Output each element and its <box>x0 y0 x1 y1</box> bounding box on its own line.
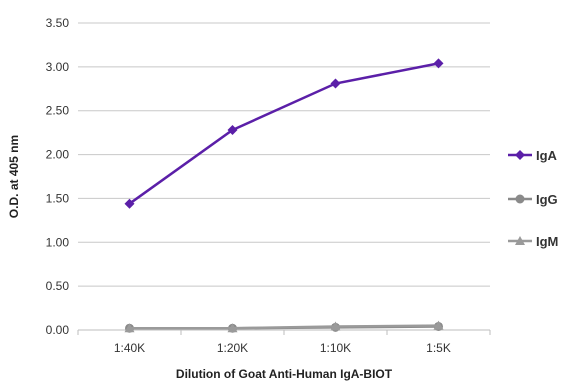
legend-marker <box>515 194 525 204</box>
y-axis-ticks: 0.00 0.50 1.00 1.50 2.00 2.50 3.00 3.50 <box>46 16 70 337</box>
x-tick-label: 1:20K <box>217 341 248 355</box>
legend: IgA IgG IgM <box>508 148 558 249</box>
data-point-iga <box>330 78 341 89</box>
data-point-igm <box>124 323 135 333</box>
y-axis-title: O.D. at 405 nm <box>7 135 21 218</box>
x-tick-label: 1:5K <box>426 341 451 355</box>
data-point-igm <box>227 323 238 333</box>
x-tick-label: 1:40K <box>114 341 145 355</box>
y-tick-label: 1.50 <box>46 191 70 205</box>
y-tick-label: 3.50 <box>46 16 70 30</box>
data-point-iga <box>227 125 238 136</box>
gridlines <box>78 22 490 287</box>
y-tick-label: 1.00 <box>46 235 70 249</box>
legend-marker <box>515 236 525 245</box>
legend-marker <box>515 150 525 160</box>
y-tick-label: 0.50 <box>46 279 70 293</box>
y-tick-label: 3.00 <box>46 60 70 74</box>
data-point-igm <box>433 320 444 330</box>
data-point-iga <box>433 58 444 69</box>
series-group <box>124 58 444 333</box>
data-point-igm <box>330 321 341 331</box>
series-igm <box>124 320 444 333</box>
y-tick-label: 0.00 <box>46 323 70 337</box>
series-line-igm <box>129 324 439 330</box>
y-tick-label: 2.00 <box>46 148 70 162</box>
x-axis-ticks: 1:40K 1:20K 1:10K 1:5K <box>77 330 491 355</box>
series-iga <box>124 58 444 209</box>
legend-label: IgG <box>536 192 558 207</box>
x-axis-title: Dilution of Goat Anti-Human IgA-BIOT <box>176 367 393 381</box>
y-tick-label: 2.50 <box>46 104 70 118</box>
x-tick-label: 1:10K <box>320 341 351 355</box>
series-line-iga <box>128 62 439 205</box>
legend-label: IgA <box>536 148 558 163</box>
data-point-iga <box>124 198 135 209</box>
legend-label: IgM <box>536 234 558 249</box>
